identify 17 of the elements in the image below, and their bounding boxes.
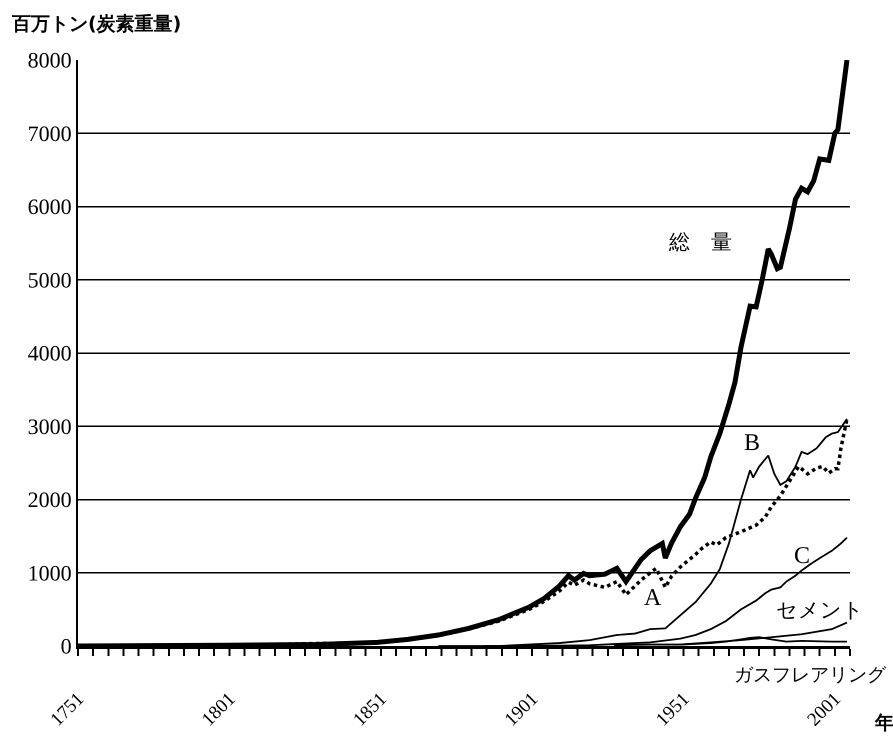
y-tick-label: 0 bbox=[60, 634, 72, 659]
y-tick-label: 2000 bbox=[28, 487, 72, 512]
series-label: C bbox=[794, 543, 810, 569]
series-label: セメント bbox=[776, 598, 864, 622]
y-tick-label: 7000 bbox=[28, 120, 72, 146]
y-axis-title: 百万トン(炭素重量) bbox=[11, 13, 182, 35]
y-tick-label: 6000 bbox=[28, 194, 72, 220]
series-label: A bbox=[644, 585, 662, 611]
series-label: 総 量 bbox=[668, 230, 732, 254]
y-tick-label: 1000 bbox=[28, 560, 72, 586]
y-tick-label: 4000 bbox=[28, 340, 72, 366]
series-label: ガスフレアリング bbox=[734, 664, 887, 686]
y-tick-label: 3000 bbox=[28, 414, 72, 439]
y-tick-label: 5000 bbox=[28, 267, 72, 292]
series-label: B bbox=[744, 430, 760, 456]
x-tick-label: 1851 bbox=[349, 688, 392, 730]
y-tick-label: 8000 bbox=[28, 48, 72, 73]
